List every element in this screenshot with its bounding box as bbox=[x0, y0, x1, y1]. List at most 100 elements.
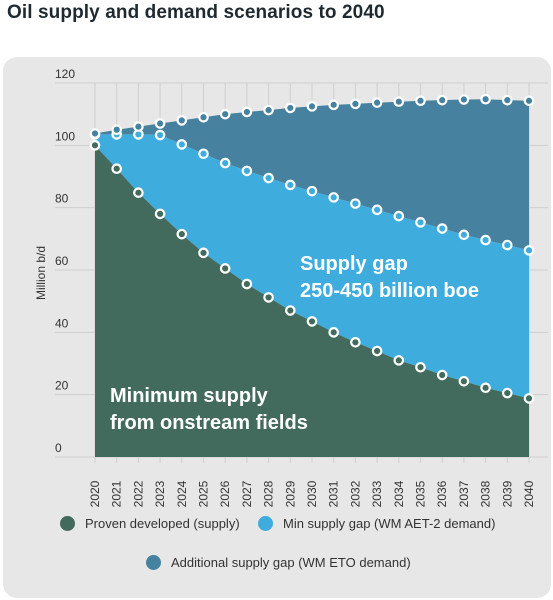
y-tick-label: 0 bbox=[55, 441, 62, 455]
legend-item-min-supply-gap: Min supply gap (WM AET-2 demand) bbox=[258, 516, 495, 531]
point-proven-developed bbox=[89, 140, 101, 151]
y-tick-label: 40 bbox=[55, 316, 69, 330]
point-additional-supply-gap bbox=[415, 95, 426, 107]
point-min-supply-gap bbox=[328, 192, 339, 203]
y-tick-label: 80 bbox=[55, 192, 69, 206]
point-additional-supply-gap bbox=[523, 95, 535, 107]
point-min-supply-gap bbox=[284, 179, 296, 191]
point-min-supply-gap bbox=[436, 223, 448, 234]
point-proven-developed bbox=[458, 375, 470, 387]
x-tick-label: 2024 bbox=[175, 480, 189, 507]
point-additional-supply-gap bbox=[501, 94, 513, 106]
point-proven-developed bbox=[328, 327, 339, 338]
x-tick-label: 2030 bbox=[305, 480, 319, 507]
x-tick-label: 2034 bbox=[392, 480, 406, 507]
point-min-supply-gap bbox=[501, 239, 513, 251]
point-proven-developed bbox=[415, 361, 426, 373]
x-tick-label: 2022 bbox=[131, 480, 145, 507]
chart-title: Oil supply and demand scenarios to 2040 bbox=[7, 2, 385, 23]
legend-swatch-min-supply-gap bbox=[258, 516, 273, 531]
point-additional-supply-gap bbox=[111, 124, 122, 136]
x-tick-label: 2020 bbox=[88, 480, 102, 507]
y-tick-label: 60 bbox=[55, 254, 69, 268]
point-additional-supply-gap bbox=[306, 101, 318, 112]
point-min-supply-gap bbox=[176, 139, 188, 150]
y-tick-label: 120 bbox=[55, 67, 75, 81]
x-tick-label: 2029 bbox=[283, 480, 297, 507]
point-proven-developed bbox=[241, 278, 253, 290]
point-min-supply-gap bbox=[415, 217, 426, 228]
x-tick-label: 2033 bbox=[370, 480, 384, 507]
point-additional-supply-gap bbox=[263, 104, 274, 116]
legend-swatch-additional-supply-gap bbox=[146, 555, 161, 570]
x-tick-label: 2021 bbox=[110, 480, 124, 507]
legend-label-additional-supply-gap: Additional supply gap (WM ETO demand) bbox=[171, 555, 411, 570]
x-tick-label: 2031 bbox=[327, 480, 341, 507]
legend-item-proven-developed: Proven developed (supply) bbox=[60, 516, 240, 531]
point-min-supply-gap bbox=[523, 245, 535, 256]
point-min-supply-gap bbox=[306, 185, 318, 197]
x-tick-label: 2025 bbox=[197, 480, 211, 507]
annotation-min-supply-line1: Minimum supply bbox=[110, 385, 269, 407]
legend-item-additional-supply-gap: Additional supply gap (WM ETO demand) bbox=[146, 555, 411, 570]
point-proven-developed bbox=[219, 263, 231, 274]
x-tick-label: 2027 bbox=[240, 480, 254, 507]
legend-label-proven-developed: Proven developed (supply) bbox=[85, 516, 240, 531]
point-proven-developed bbox=[111, 163, 122, 175]
x-tick-label: 2032 bbox=[348, 480, 362, 507]
point-min-supply-gap bbox=[350, 198, 361, 209]
point-min-supply-gap bbox=[393, 210, 405, 222]
x-tick-label: 2036 bbox=[435, 480, 449, 507]
area-proven-developed bbox=[95, 145, 529, 458]
point-additional-supply-gap bbox=[176, 115, 188, 126]
point-proven-developed bbox=[350, 337, 361, 348]
point-min-supply-gap bbox=[154, 129, 166, 141]
point-proven-developed bbox=[393, 355, 405, 366]
point-additional-supply-gap bbox=[219, 108, 231, 120]
point-additional-supply-gap bbox=[480, 93, 491, 105]
area-min-supply-gap bbox=[95, 134, 529, 399]
point-additional-supply-gap bbox=[133, 121, 144, 132]
point-proven-developed bbox=[133, 187, 144, 199]
point-min-supply-gap bbox=[263, 172, 274, 184]
x-tick-label: 2039 bbox=[500, 480, 514, 507]
y-axis-label: Million b/d bbox=[34, 246, 48, 300]
point-min-supply-gap bbox=[458, 229, 470, 241]
point-additional-supply-gap bbox=[328, 99, 339, 111]
point-additional-supply-gap bbox=[458, 94, 470, 105]
annotation-min-supply-line2: from onstream fields bbox=[110, 412, 308, 434]
point-min-supply-gap bbox=[219, 157, 231, 169]
point-min-supply-gap bbox=[480, 234, 491, 246]
point-additional-supply-gap bbox=[436, 94, 448, 106]
point-additional-supply-gap bbox=[241, 106, 253, 118]
legend-swatch-proven-developed bbox=[60, 516, 75, 531]
point-additional-supply-gap bbox=[89, 128, 101, 139]
point-additional-supply-gap bbox=[393, 96, 405, 107]
point-additional-supply-gap bbox=[198, 111, 209, 123]
legend-label-min-supply-gap: Min supply gap (WM AET-2 demand) bbox=[283, 516, 496, 531]
point-proven-developed bbox=[284, 305, 296, 316]
point-min-supply-gap bbox=[198, 148, 209, 160]
x-tick-label: 2028 bbox=[262, 480, 276, 507]
point-additional-supply-gap bbox=[154, 118, 166, 129]
x-tick-label: 2038 bbox=[479, 480, 493, 507]
area-additional-supply-gap bbox=[95, 99, 529, 251]
point-additional-supply-gap bbox=[350, 98, 361, 110]
point-proven-developed bbox=[436, 369, 448, 381]
point-additional-supply-gap bbox=[371, 97, 383, 108]
annotation-supply-gap-line2: 250-450 billion boe bbox=[300, 280, 479, 302]
y-tick-label: 20 bbox=[55, 379, 69, 393]
x-tick-label: 2026 bbox=[218, 480, 232, 507]
point-proven-developed bbox=[306, 316, 318, 327]
x-tick-label: 2037 bbox=[457, 480, 471, 507]
annotation-supply-gap-line1: Supply gap bbox=[300, 253, 408, 275]
point-proven-developed bbox=[480, 382, 491, 394]
point-proven-developed bbox=[263, 292, 274, 303]
point-min-supply-gap bbox=[241, 165, 253, 177]
point-proven-developed bbox=[371, 345, 383, 357]
point-proven-developed bbox=[501, 387, 513, 399]
x-tick-label: 2023 bbox=[153, 480, 167, 507]
point-min-supply-gap bbox=[371, 204, 383, 216]
point-proven-developed bbox=[154, 208, 166, 220]
